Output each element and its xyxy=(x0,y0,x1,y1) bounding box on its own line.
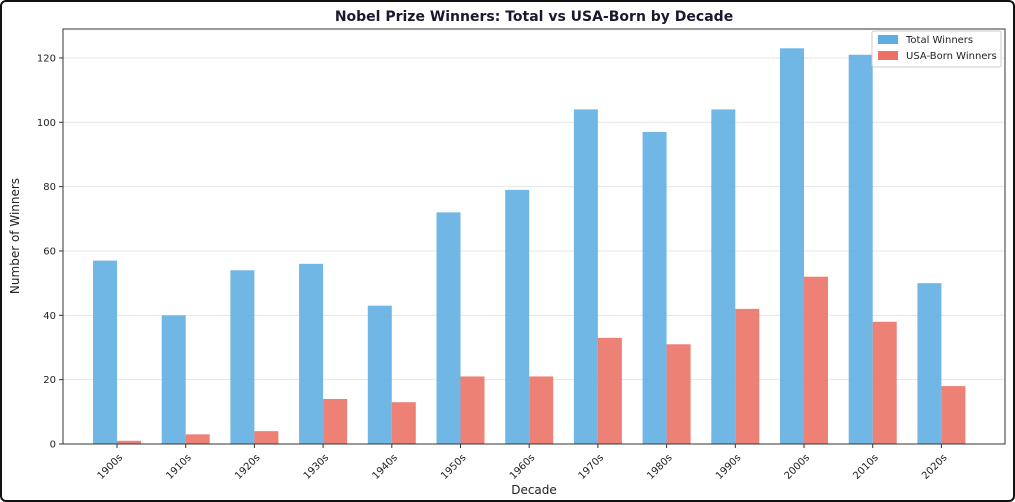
legend-label-usa: USA-Born Winners xyxy=(906,51,997,62)
x-tick-label: 2010s xyxy=(851,452,880,481)
bar-total-winners xyxy=(848,54,873,444)
x-tick-label: 1990s xyxy=(714,452,743,481)
bar-usa-born-winners xyxy=(941,386,966,444)
bar-total-winners xyxy=(917,283,942,444)
bar-total-winners xyxy=(780,48,804,444)
bar-total-winners xyxy=(711,109,736,444)
y-tick-label: 120 xyxy=(37,53,56,64)
bar-usa-born-winners xyxy=(391,402,416,444)
bar-total-winners xyxy=(93,260,117,444)
bar-total-winners xyxy=(642,131,667,444)
x-tick-label: 1970s xyxy=(577,452,606,481)
y-tick-label: 100 xyxy=(37,118,56,129)
y-axis-label: Number of Winners xyxy=(8,178,22,294)
x-tick-label: 1940s xyxy=(370,452,399,481)
y-tick-label: 0 xyxy=(50,440,56,451)
x-tick-label: 1980s xyxy=(645,452,674,481)
bar-total-winners xyxy=(230,270,255,444)
bar-total-winners xyxy=(436,212,461,444)
bar-usa-born-winners xyxy=(254,431,279,444)
bar-total-winners xyxy=(299,263,324,444)
bar-usa-born-winners xyxy=(735,308,760,444)
bar-usa-born-winners xyxy=(323,398,348,444)
x-tick-label: 1950s xyxy=(439,452,468,481)
bar-total-winners xyxy=(505,189,530,444)
x-tick-label: 1930s xyxy=(302,452,331,481)
legend-swatch-total xyxy=(878,35,898,44)
legend-label-total: Total Winners xyxy=(905,35,973,46)
x-tick-label: 2000s xyxy=(783,452,812,481)
legend: Total Winners USA-Born Winners xyxy=(871,30,1002,68)
y-tick-label: 40 xyxy=(43,311,56,322)
bar-usa-born-winners xyxy=(529,376,554,444)
x-axis-ticks: 1900s 1910s 1920s 1930s 1940s 1950s 1960s 1970s… xyxy=(96,444,950,482)
bar-usa-born-winners xyxy=(872,321,897,444)
x-tick-label: 2020s xyxy=(920,452,949,481)
chart-title: Nobel Prize Winners: Total vs USA-Born b… xyxy=(335,9,733,25)
bar-usa-born-winners xyxy=(597,337,622,444)
bar-usa-born-winners xyxy=(460,376,485,444)
bars xyxy=(93,48,966,444)
bar-usa-born-winners xyxy=(117,440,141,444)
legend-box xyxy=(871,30,1002,68)
bar-usa-born-winners xyxy=(666,344,691,444)
y-tick-label: 60 xyxy=(43,246,56,257)
legend-swatch-usa xyxy=(878,51,898,60)
x-tick-label: 1900s xyxy=(96,452,125,481)
y-axis-ticks: 0 20 40 60 80 100 120 xyxy=(37,53,63,451)
y-tick-label: 80 xyxy=(43,182,56,193)
bar-total-winners xyxy=(367,305,392,444)
x-axis-label: Decade xyxy=(511,483,557,497)
x-tick-label: 1920s xyxy=(233,452,262,481)
bar-usa-born-winners xyxy=(185,434,210,444)
bar-total-winners xyxy=(573,109,598,444)
x-tick-label: 1960s xyxy=(508,452,537,481)
y-tick-label: 20 xyxy=(43,375,56,386)
bar-total-winners xyxy=(161,315,186,444)
x-tick-label: 1910s xyxy=(164,452,193,481)
plot-area-border xyxy=(62,28,1006,445)
bar-usa-born-winners xyxy=(804,276,828,444)
